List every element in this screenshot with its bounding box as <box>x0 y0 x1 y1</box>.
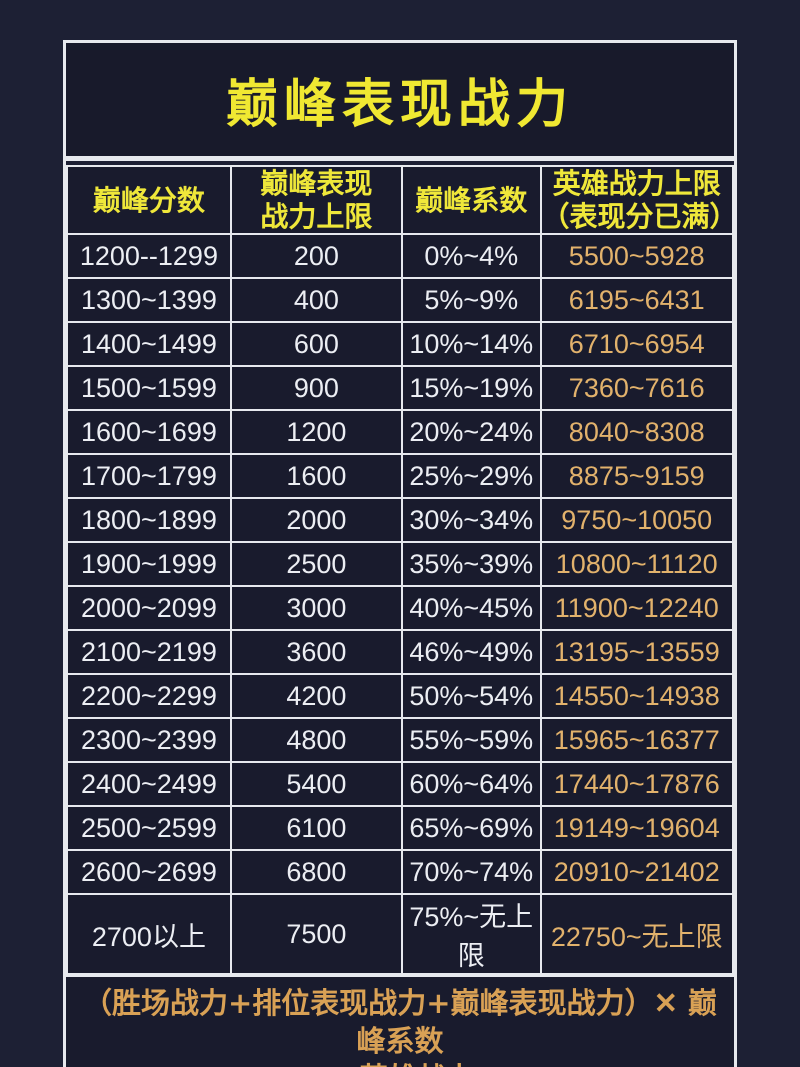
cell-power-limit: 6800 <box>229 849 403 896</box>
table-row: 1300~1399 400 5%~9% 6195~6431 <box>66 277 734 324</box>
formula-line-1: （胜场战力+排位表现战力+巅峰表现战力）✕ 巅峰系数 <box>83 986 717 1058</box>
table-row: 1500~1599 900 15%~19% 7360~7616 <box>66 365 734 412</box>
cell-power-limit: 2500 <box>229 541 403 588</box>
table-body: 1200--1299 200 0%~4% 5500~5928 1300~1399 400 5… <box>66 233 734 976</box>
cell-hero-limit: 6710~6954 <box>539 321 734 368</box>
cell-peak-score: 1900~1999 <box>66 541 232 588</box>
cell-hero-limit: 19149~19604 <box>539 805 734 852</box>
cell-power-limit: 900 <box>229 365 403 412</box>
cell-peak-score: 2600~2699 <box>66 849 232 896</box>
table-row: 2000~2099 3000 40%~45% 11900~12240 <box>66 585 734 632</box>
cell-hero-limit: 11900~12240 <box>539 585 734 632</box>
cell-power-limit: 5400 <box>229 761 403 808</box>
col-header-coefficient: 巅峰系数 <box>400 164 542 236</box>
cell-coefficient: 40%~45% <box>400 585 542 632</box>
table-row: 1600~1699 1200 20%~24% 8040~8308 <box>66 409 734 456</box>
cell-hero-limit: 20910~21402 <box>539 849 734 896</box>
cell-coefficient: 10%~14% <box>400 321 542 368</box>
cell-power-limit: 3600 <box>229 629 403 676</box>
peak-power-table: 巅峰分数 巅峰表现 战力上限 巅峰系数 英雄战力上限 （表现分已满） 1200-… <box>66 164 738 976</box>
table-header: 巅峰分数 巅峰表现 战力上限 巅峰系数 英雄战力上限 （表现分已满） <box>66 164 738 236</box>
cell-peak-score: 2700以上 <box>66 893 232 976</box>
cell-hero-limit: 22750~无上限 <box>539 893 734 976</box>
col-header-hero-limit: 英雄战力上限 （表现分已满） <box>539 164 738 236</box>
cell-coefficient: 55%~59% <box>400 717 542 764</box>
cell-peak-score: 2400~2499 <box>66 761 232 808</box>
formula-line-2: = 英雄战力 <box>72 1060 728 1067</box>
cell-hero-limit: 6195~6431 <box>539 277 734 324</box>
table-row: 1900~1999 2500 35%~39% 10800~11120 <box>66 541 734 588</box>
cell-hero-limit: 10800~11120 <box>539 541 734 588</box>
cell-coefficient: 30%~34% <box>400 497 542 544</box>
table-row: 1400~1499 600 10%~14% 6710~6954 <box>66 321 734 368</box>
cell-hero-limit: 8875~9159 <box>539 453 734 500</box>
cell-power-limit: 400 <box>229 277 403 324</box>
cell-power-limit: 200 <box>229 233 403 280</box>
cell-peak-score: 1800~1899 <box>66 497 232 544</box>
cell-power-limit: 3000 <box>229 585 403 632</box>
cell-coefficient: 25%~29% <box>400 453 542 500</box>
cell-hero-limit: 15965~16377 <box>539 717 734 764</box>
cell-peak-score: 1600~1699 <box>66 409 232 456</box>
cell-peak-score: 2200~2299 <box>66 673 232 720</box>
cell-coefficient: 75%~无上限 <box>400 893 542 976</box>
peak-power-board: 巅峰表现战力 巅峰分数 巅峰表现 战力上限 巅峰系数 英雄战力上限 （表现分已满… <box>63 40 738 1067</box>
cell-power-limit: 4800 <box>229 717 403 764</box>
cell-power-limit: 1600 <box>229 453 403 500</box>
table-row: 1800~1899 2000 30%~34% 9750~10050 <box>66 497 734 544</box>
title-box: 巅峰表现战力 <box>66 43 734 161</box>
table-row: 2100~2199 3600 46%~49% 13195~13559 <box>66 629 734 676</box>
cell-peak-score: 2000~2099 <box>66 585 232 632</box>
table-row: 2200~2299 4200 50%~54% 14550~14938 <box>66 673 734 720</box>
table-row: 2600~2699 6800 70%~74% 20910~21402 <box>66 849 734 896</box>
cell-coefficient: 70%~74% <box>400 849 542 896</box>
table-row: 2400~2499 5400 60%~64% 17440~17876 <box>66 761 734 808</box>
cell-peak-score: 1300~1399 <box>66 277 232 324</box>
formula-footer: （胜场战力+排位表现战力+巅峰表现战力）✕ 巅峰系数 = 英雄战力 <box>66 975 734 1067</box>
cell-peak-score: 1200--1299 <box>66 233 232 280</box>
cell-coefficient: 35%~39% <box>400 541 542 588</box>
cell-coefficient: 46%~49% <box>400 629 542 676</box>
cell-hero-limit: 7360~7616 <box>539 365 734 412</box>
col-header-power-limit: 巅峰表现 战力上限 <box>229 164 403 236</box>
cell-coefficient: 5%~9% <box>400 277 542 324</box>
header-row: 巅峰分数 巅峰表现 战力上限 巅峰系数 英雄战力上限 （表现分已满） <box>66 164 738 236</box>
cell-peak-score: 2500~2599 <box>66 805 232 852</box>
table-row: 1700~1799 1600 25%~29% 8875~9159 <box>66 453 734 500</box>
cell-coefficient: 0%~4% <box>400 233 542 280</box>
cell-coefficient: 65%~69% <box>400 805 542 852</box>
table-row: 2500~2599 6100 65%~69% 19149~19604 <box>66 805 734 852</box>
cell-power-limit: 7500 <box>229 893 403 976</box>
cell-power-limit: 4200 <box>229 673 403 720</box>
title-divider <box>66 161 734 165</box>
cell-power-limit: 600 <box>229 321 403 368</box>
cell-peak-score: 2300~2399 <box>66 717 232 764</box>
cell-peak-score: 1400~1499 <box>66 321 232 368</box>
cell-coefficient: 15%~19% <box>400 365 542 412</box>
cell-peak-score: 1700~1799 <box>66 453 232 500</box>
cell-peak-score: 2100~2199 <box>66 629 232 676</box>
cell-hero-limit: 8040~8308 <box>539 409 734 456</box>
cell-hero-limit: 5500~5928 <box>539 233 734 280</box>
cell-coefficient: 50%~54% <box>400 673 542 720</box>
cell-coefficient: 60%~64% <box>400 761 542 808</box>
cell-power-limit: 1200 <box>229 409 403 456</box>
cell-power-limit: 6100 <box>229 805 403 852</box>
cell-hero-limit: 9750~10050 <box>539 497 734 544</box>
cell-hero-limit: 17440~17876 <box>539 761 734 808</box>
cell-hero-limit: 14550~14938 <box>539 673 734 720</box>
cell-hero-limit: 13195~13559 <box>539 629 734 676</box>
cell-peak-score: 1500~1599 <box>66 365 232 412</box>
table-row: 1200--1299 200 0%~4% 5500~5928 <box>66 233 734 280</box>
cell-power-limit: 2000 <box>229 497 403 544</box>
table-row: 2700以上 7500 75%~无上限 22750~无上限 <box>66 893 734 976</box>
cell-coefficient: 20%~24% <box>400 409 542 456</box>
page-title: 巅峰表现战力 <box>225 76 574 134</box>
table-row: 2300~2399 4800 55%~59% 15965~16377 <box>66 717 734 764</box>
col-header-peak-score: 巅峰分数 <box>66 164 232 236</box>
